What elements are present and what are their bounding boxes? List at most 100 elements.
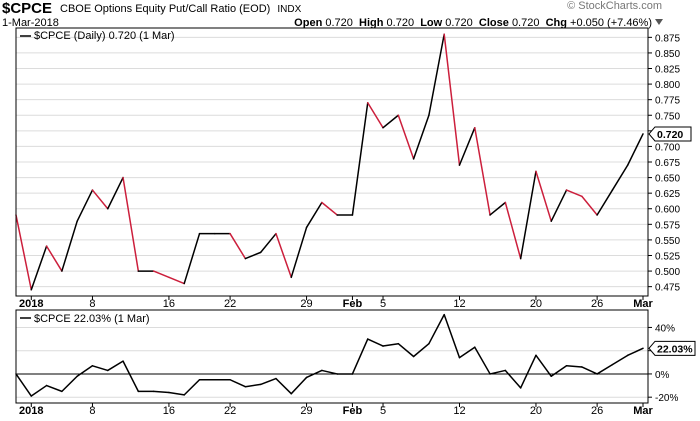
data-point [367, 338, 369, 340]
security-name-text: CBOE Options Equity Put/Call Ratio (EOD) [60, 3, 271, 15]
x-tick-label: Mar [633, 298, 653, 310]
indicator-x-axis: 2018 8 16 22 29 Feb 5 12 20 26 Mar [19, 403, 653, 417]
y-tick-label: -20% [655, 393, 678, 404]
data-point [535, 355, 537, 357]
x-tick-label: 5 [380, 405, 386, 417]
series-segment [535, 354, 552, 378]
series-segment [107, 360, 124, 372]
series-segment [474, 346, 491, 375]
data-point [474, 346, 476, 348]
data-point [367, 102, 369, 104]
data-point [275, 378, 277, 380]
main-series [15, 33, 644, 291]
data-point [336, 214, 338, 216]
series-segment [412, 114, 430, 160]
data-point [168, 392, 170, 394]
indicator-series [15, 313, 644, 397]
x-tick-label: 20 [530, 405, 542, 417]
data-point [183, 394, 185, 396]
data-point [627, 164, 629, 166]
data-point [566, 189, 568, 191]
x-tick-label: 12 [453, 405, 465, 417]
series-segment [351, 338, 369, 375]
series-segment [382, 114, 400, 129]
series-segment [321, 369, 338, 375]
x-tick-label: 8 [89, 298, 95, 310]
data-point [290, 393, 292, 395]
series-segment [626, 133, 644, 166]
x-tick-label: 12 [453, 298, 465, 310]
y-tick-label: 40% [655, 323, 675, 334]
series-segment [290, 226, 308, 279]
series-segment [61, 220, 78, 272]
series-segment [504, 369, 522, 389]
series-segment [489, 201, 507, 216]
open-value: 0.720 [325, 17, 353, 29]
data-point [122, 177, 124, 179]
indicator-legend: $CPCE 22.03% (1 Mar) [34, 313, 150, 325]
data-point [260, 252, 262, 254]
data-point [30, 289, 32, 291]
data-point [382, 127, 384, 129]
last-value-label: 22.03% [657, 343, 693, 355]
data-point [459, 164, 461, 166]
data-point [352, 214, 354, 216]
indicator-panel-grid [16, 326, 648, 398]
watermark: © StockCharts.com [567, 0, 662, 12]
series-segment [428, 33, 445, 117]
data-point [214, 233, 216, 235]
quote-date: 1-Mar-2018 [2, 17, 59, 29]
high-value: 0.720 [386, 17, 415, 29]
data-point [336, 373, 338, 375]
indicator-last-value-tag: 22.03% [648, 340, 696, 356]
series-segment [581, 366, 598, 375]
series-segment [443, 33, 461, 166]
main-last-value-tag: 0.720 [648, 126, 692, 142]
series-segment [229, 379, 247, 388]
data-point [612, 364, 614, 366]
data-point [306, 377, 308, 379]
series-segment [366, 102, 384, 129]
data-point [92, 189, 94, 191]
series-segment [550, 365, 568, 378]
main-panel-grid [16, 36, 648, 288]
last-value-box [648, 126, 692, 142]
series-segment [183, 232, 201, 285]
chg-value: +0.050 (+7.46%) [570, 17, 652, 29]
data-point [398, 343, 400, 345]
y-tick-label: 0.875 [655, 33, 680, 44]
data-point [352, 373, 354, 375]
x-tick-label: 8 [89, 405, 95, 417]
data-point [199, 233, 201, 235]
y-tick-label: 0.525 [655, 251, 680, 262]
quote-summary: Open 0.720 High 0.720 Low 0.720 Close 0.… [294, 17, 652, 29]
y-tick-label: 0.600 [655, 205, 680, 216]
series-segment [351, 102, 369, 216]
y-tick-label: 0.575 [655, 220, 680, 231]
data-point [535, 171, 537, 173]
data-point [245, 386, 247, 388]
series-segment [565, 189, 583, 198]
y-tick-label: 0% [655, 370, 670, 381]
data-point [489, 373, 491, 375]
expand-icon[interactable] [655, 19, 663, 25]
series-segment [535, 170, 552, 222]
close-value: 0.720 [511, 17, 540, 29]
security-name: CBOE Options Equity Put/Call Ratio (EOD)… [60, 3, 301, 15]
series-segment [30, 384, 48, 397]
data-point [122, 360, 124, 362]
series-segment [107, 176, 124, 210]
series-segment [458, 346, 476, 359]
y-tick-label: 0.800 [655, 80, 680, 91]
y-tick-label: 0.550 [655, 236, 680, 247]
data-point [443, 314, 445, 316]
x-tick-label: Feb [343, 405, 363, 417]
x-tick-label: 2018 [19, 298, 43, 310]
y-tick-label: 0.825 [655, 65, 680, 76]
data-point [107, 370, 109, 372]
series-segment [519, 354, 537, 389]
data-point [76, 375, 78, 377]
data-point [245, 258, 247, 260]
data-point [505, 370, 507, 372]
data-point [107, 208, 109, 210]
